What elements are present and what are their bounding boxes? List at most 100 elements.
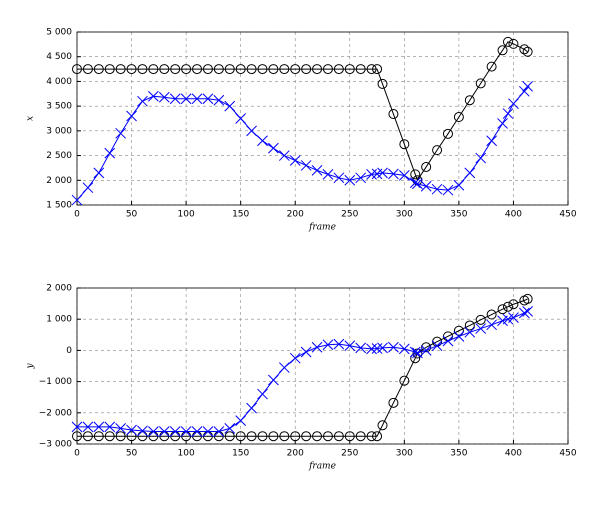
y-axis-label: x [26, 116, 36, 121]
circle-marker [279, 431, 290, 442]
x-marker [115, 423, 126, 434]
circle-marker [522, 46, 533, 57]
x-marker [246, 125, 257, 137]
circle-marker [497, 45, 508, 56]
circle-marker [301, 64, 312, 75]
x-marker [224, 100, 236, 112]
circle-marker [333, 64, 344, 75]
circle-marker [377, 78, 388, 89]
circle-marker [421, 342, 432, 353]
y-tick-label: 0 [66, 346, 72, 356]
circle-marker [519, 44, 530, 55]
circle-marker [301, 431, 312, 442]
circle-marker [213, 64, 224, 75]
y-tick-label: 1 000 [46, 315, 72, 325]
x-marker [235, 415, 247, 426]
circle-marker [104, 431, 115, 442]
circle-marker [399, 139, 410, 150]
circle-marker [148, 64, 159, 75]
x-marker [519, 85, 530, 97]
x-marker [333, 338, 345, 350]
x-marker [377, 342, 388, 354]
circle-marker [502, 301, 513, 312]
x-marker [180, 426, 192, 437]
circle-marker [137, 431, 148, 442]
x-marker [398, 169, 410, 181]
x-marker [126, 110, 137, 122]
x-marker [412, 347, 423, 359]
x-marker [202, 426, 214, 437]
x-marker [388, 168, 399, 180]
circle-marker [475, 314, 486, 325]
x-marker [148, 426, 159, 437]
x-marker [93, 421, 105, 433]
x-marker [366, 169, 377, 180]
x-tick-label: 400 [505, 449, 522, 459]
x-marker [355, 342, 367, 354]
x-axis-label: frame [308, 223, 336, 233]
x-tick-label: 450 [559, 210, 576, 220]
circle-marker [115, 64, 126, 75]
circle-marker [366, 431, 377, 442]
circle-marker [464, 320, 475, 331]
circle-marker [257, 431, 268, 442]
circle-marker [372, 64, 383, 75]
x-marker [409, 177, 421, 189]
x-marker [191, 93, 203, 105]
x-marker [388, 341, 399, 353]
x-marker [522, 81, 533, 92]
x-marker [158, 91, 170, 103]
x-tick-label: 100 [178, 449, 195, 459]
x-axis-label: frame [308, 462, 336, 472]
circle-marker [508, 38, 519, 49]
x-marker [311, 165, 323, 176]
x-tick-label: 0 [74, 210, 80, 220]
x-marker [502, 108, 514, 119]
x-tick-label: 150 [232, 449, 249, 459]
y-tick-label: 2 000 [46, 284, 72, 294]
y-tick-label: 3 000 [46, 126, 72, 136]
x-marker [333, 172, 345, 184]
y-tick-label: 1 500 [46, 201, 72, 211]
x-marker [180, 93, 192, 105]
x-marker [202, 93, 214, 105]
y-tick-label: 2 000 [46, 176, 72, 186]
circle-marker [279, 64, 290, 75]
x-tick-label: 400 [505, 210, 522, 220]
circle-marker [82, 431, 93, 442]
series-line [77, 41, 528, 182]
y-tick-label: −2 000 [39, 408, 73, 418]
x-tick-label: 50 [126, 210, 138, 220]
circle-marker [93, 431, 104, 442]
x-marker [268, 142, 279, 154]
circle-marker [137, 64, 148, 75]
x-tick-label: 0 [74, 449, 80, 459]
circle-marker [159, 64, 170, 75]
x-marker [278, 362, 290, 373]
circle-marker [290, 64, 301, 75]
circle-marker [421, 161, 432, 172]
circle-marker [366, 64, 377, 75]
x-marker [300, 346, 312, 358]
series-line [77, 298, 528, 437]
x-marker [398, 343, 410, 355]
x-marker [442, 335, 454, 347]
x-tick-label: 200 [287, 210, 304, 220]
x-tick-label: 450 [559, 449, 576, 459]
x-marker [475, 323, 487, 334]
circle-marker [410, 353, 421, 364]
y-tick-label: −3 000 [39, 440, 73, 450]
x-marker [82, 182, 94, 194]
x-tick-label: 250 [341, 210, 358, 220]
x-marker [409, 346, 421, 358]
y-tick-label: 4 000 [46, 77, 72, 87]
circle-marker [72, 431, 82, 442]
y-axis-label: y [26, 363, 36, 370]
x-marker [420, 345, 432, 356]
x-marker [289, 155, 301, 166]
circle-marker [170, 64, 181, 75]
x-marker [431, 183, 443, 195]
circle-marker [104, 64, 115, 75]
circle-marker [344, 431, 355, 442]
x-tick-label: 350 [450, 449, 467, 459]
